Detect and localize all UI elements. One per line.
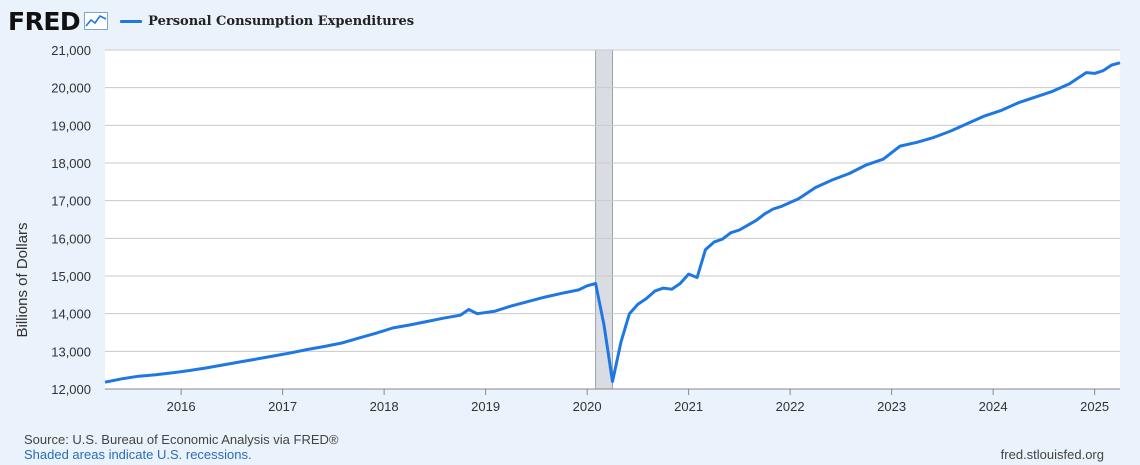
legend-swatch [120, 19, 143, 23]
source-text: Source: U.S. Bureau of Economic Analysis… [24, 432, 339, 447]
y-tick-label-4: 16,000 [51, 231, 91, 246]
x-tick-label-6: 2022 [776, 399, 805, 414]
line-chart-icon [84, 12, 109, 30]
x-tick-label-3: 2019 [471, 399, 500, 414]
y-tick-label-9: 21,000 [51, 43, 91, 58]
y-tick-label-5: 17,000 [51, 194, 91, 209]
recession-band-0 [595, 49, 613, 390]
x-tick-label-9: 2025 [1080, 399, 1109, 414]
y-tick-label-0: 12,000 [51, 382, 91, 397]
x-axis: 2016 2017 2018 2019 2020 2021 2022 2023 2024 2025 [105, 388, 1120, 414]
x-tick-label-8: 2024 [979, 399, 1008, 414]
x-tick-label-0: 2016 [167, 399, 196, 414]
y-tick-label-6: 18,000 [51, 156, 91, 171]
series-line [104, 61, 1121, 384]
y-axis-label-text: Billions of Dollars [14, 222, 31, 337]
y-tick-label-8: 20,000 [51, 81, 91, 96]
y-tick-label-7: 19,000 [51, 118, 91, 133]
y-axis-label: Billions of Dollars [12, 220, 32, 340]
legend: Personal Consumption Expenditures [120, 14, 414, 29]
y-tick-label-1: 13,000 [51, 344, 91, 359]
recession-note[interactable]: Shaded areas indicate U.S. recessions. [24, 447, 252, 462]
legend-label: Personal Consumption Expenditures [148, 13, 415, 29]
x-tick-label-4: 2020 [573, 399, 602, 414]
y-axis: 12,000 13,000 14,000 15,000 16,000 17,000 18,0… [51, 43, 91, 397]
x-tick-label-1: 2017 [268, 399, 297, 414]
x-tick-label-2: 2018 [370, 399, 399, 414]
x-tick-label-5: 2021 [674, 399, 703, 414]
chart-header: FRED Personal Consumption Expenditures [8, 6, 414, 36]
fred-logo[interactable]: FRED [8, 6, 81, 36]
recession-layer [595, 49, 613, 390]
y-tick-label-3: 15,000 [51, 269, 91, 284]
fred-url[interactable]: fred.stlouisfed.org [1000, 447, 1104, 462]
y-tick-label-2: 14,000 [51, 307, 91, 322]
x-tick-label-7: 2023 [877, 399, 906, 414]
